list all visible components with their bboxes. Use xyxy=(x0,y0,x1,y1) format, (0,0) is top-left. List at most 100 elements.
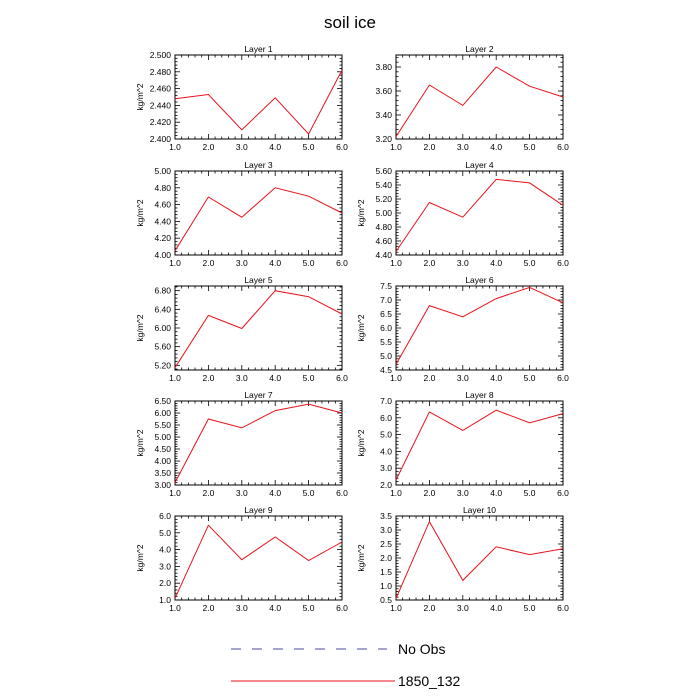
y-tick-label: 4.00 xyxy=(154,250,171,260)
x-tick-label: 1.0 xyxy=(169,603,181,613)
series-line-1850_132 xyxy=(395,66,564,137)
x-tick-label: 4.0 xyxy=(269,142,281,152)
panel-title: Layer 1 xyxy=(244,44,273,54)
chart-panels: Layer 11.0 2.0 3.0 4.0 5.0 6.02.4002.4202.440… xyxy=(135,44,569,613)
y-tick-label: 4.60 xyxy=(154,200,171,210)
panel-title: Layer 2 xyxy=(465,44,494,54)
panel-layer-9: Layer 9 1.0 2.0 3.0 4.0 5.0 6.0 1.0 2.0 3.0 4.0 5.0… xyxy=(135,505,348,613)
panel-layer-2: Layer 2 1.0 2.0 3.0 4.0 5.0 6.0 3.20 3.40 3.60 3.8… xyxy=(375,44,569,152)
panel-title: Layer 6 xyxy=(465,275,494,285)
y-tick-label: 4.60 xyxy=(375,236,392,246)
legend-entry-no-obs: No Obs xyxy=(231,641,445,657)
x-tick-label: 6.0 xyxy=(336,603,348,613)
panel-title: Layer 10 xyxy=(463,505,496,515)
x-tick-label: 4.0 xyxy=(269,603,281,613)
x-tick-label: 1.0 xyxy=(390,373,402,383)
y-tick-label: 2.440 xyxy=(150,100,172,110)
panel-title: Layer 5 xyxy=(244,275,273,285)
y-axis-label: kg/m^2 xyxy=(356,199,366,226)
panel-layer-8: Layer 81.0 2.0 3.0 4.0 5.0 6.02.03.04.05.06.0… xyxy=(356,390,569,498)
x-tick-label: 1.0 xyxy=(390,258,402,268)
x-tick-label: 1.0 xyxy=(169,488,181,498)
x-tick-label: 4.0 xyxy=(269,258,281,268)
x-tick-label: 4.0 xyxy=(490,258,502,268)
x-tick-label: 4.0 xyxy=(269,488,281,498)
x-tick-label: 5.0 xyxy=(524,488,536,498)
x-tick-label: 6.0 xyxy=(336,258,348,268)
y-axis-label: kg/m^2 xyxy=(135,314,145,341)
x-tick-label: 4.0 xyxy=(490,373,502,383)
panel-title: Layer 4 xyxy=(465,160,494,170)
series-line-1850_132 xyxy=(174,69,343,135)
y-tick-label: 5.20 xyxy=(154,360,171,370)
y-tick-label: 5.0 xyxy=(159,528,171,538)
panel-layer-5: Layer 5 1.0 2.0 3.0 4.0 5.0 6.0 5.20 5.60 6.00 6.4… xyxy=(135,275,348,383)
y-tick-label: 3.0 xyxy=(380,463,392,473)
y-tick-label: 5.5 xyxy=(380,337,392,347)
y-tick-label: 0.5 xyxy=(380,595,392,605)
y-tick-label: 7.5 xyxy=(380,281,392,291)
y-tick-label: 1.5 xyxy=(380,567,392,577)
y-tick-label: 5.0 xyxy=(380,351,392,361)
x-tick-label: 4.0 xyxy=(490,142,502,152)
legend-label-1850-132: 1850_132 xyxy=(398,673,461,689)
plot-frame xyxy=(395,515,564,601)
series-line-1850_132 xyxy=(395,178,564,252)
x-tick-label: 5.0 xyxy=(524,142,536,152)
legend-entry-1850-132: 1850_132 xyxy=(231,673,461,689)
x-tick-label: 6.0 xyxy=(557,258,569,268)
y-tick-label: 2.0 xyxy=(159,578,171,588)
y-tick-label: 4.40 xyxy=(375,250,392,260)
y-tick-label: 3.0 xyxy=(380,525,392,535)
y-axis-label: kg/m^2 xyxy=(356,544,366,571)
panel-layer-1: Layer 1 1.0 2.0 3.0 4.0 5.0 6.0 2.400 2.420 2.440… xyxy=(135,44,348,152)
y-tick-label: 7.0 xyxy=(380,295,392,305)
plot-frame xyxy=(395,400,564,486)
y-tick-label: 6.40 xyxy=(154,304,171,314)
x-tick-label: 4.0 xyxy=(490,603,502,613)
y-tick-label: 6.50 xyxy=(154,396,171,406)
y-tick-label: 4.50 xyxy=(154,444,171,454)
y-tick-label: 6.5 xyxy=(380,309,392,319)
x-tick-label: 4.0 xyxy=(269,373,281,383)
plot-frame xyxy=(395,170,564,256)
x-tick-label: 1.0 xyxy=(390,142,402,152)
x-tick-label: 5.0 xyxy=(303,373,315,383)
y-tick-label: 2.5 xyxy=(380,539,392,549)
series-line-1850_132 xyxy=(174,403,343,483)
x-tick-label: 6.0 xyxy=(336,142,348,152)
y-tick-label: 4.80 xyxy=(154,183,171,193)
x-tick-label: 3.0 xyxy=(236,142,248,152)
x-tick-label: 2.0 xyxy=(202,603,214,613)
x-tick-label: 5.0 xyxy=(303,603,315,613)
y-axis-label: kg/m^2 xyxy=(356,429,366,456)
y-axis-label: kg/m^2 xyxy=(356,314,366,341)
y-tick-label: 3.50 xyxy=(154,468,171,478)
y-tick-label: 5.60 xyxy=(375,166,392,176)
x-tick-label: 4.0 xyxy=(490,488,502,498)
x-tick-label: 3.0 xyxy=(236,373,248,383)
x-tick-label: 1.0 xyxy=(169,373,181,383)
x-tick-label: 3.0 xyxy=(236,488,248,498)
y-tick-label: 4.5 xyxy=(380,365,392,375)
x-tick-label: 1.0 xyxy=(169,142,181,152)
series-line-1850_132 xyxy=(174,524,343,599)
plot-frame xyxy=(174,400,343,486)
y-tick-label: 3.60 xyxy=(375,86,392,96)
y-tick-label: 5.20 xyxy=(375,194,392,204)
y-tick-label: 2.460 xyxy=(150,84,172,94)
y-tick-label: 4.0 xyxy=(380,446,392,456)
x-tick-label: 2.0 xyxy=(202,373,214,383)
y-tick-label: 6.0 xyxy=(380,413,392,423)
y-tick-label: 5.50 xyxy=(154,420,171,430)
x-tick-label: 2.0 xyxy=(202,258,214,268)
y-axis-label: kg/m^2 xyxy=(135,429,145,456)
figure-title: soil ice xyxy=(324,13,376,32)
x-tick-label: 2.0 xyxy=(202,142,214,152)
plot-frame xyxy=(174,170,343,256)
x-tick-label: 2.0 xyxy=(202,488,214,498)
y-tick-label: 6.80 xyxy=(154,286,171,296)
y-tick-label: 2.480 xyxy=(150,67,172,77)
y-tick-label: 5.60 xyxy=(154,342,171,352)
